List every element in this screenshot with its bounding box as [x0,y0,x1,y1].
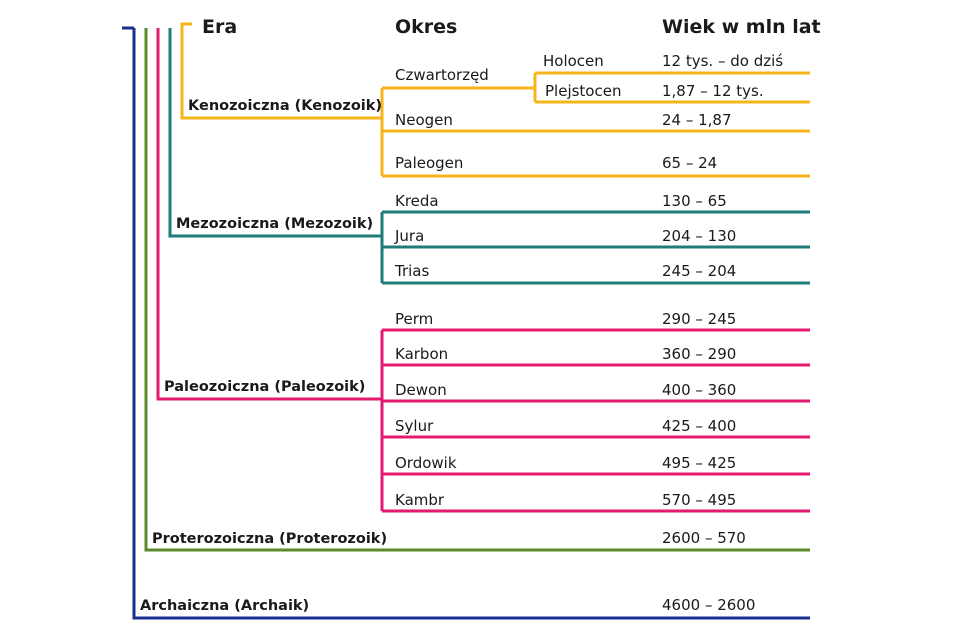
archaic-lines [122,26,810,620]
period-carboniferous: Karbon [395,345,448,363]
age-ordovician: 495 – 425 [662,454,736,472]
age-cambrian: 570 – 495 [662,491,736,509]
cenozoic-era-line [180,22,382,120]
period-jurassic: Jura [394,227,424,245]
mesozoic-era-line [168,28,382,238]
archaic-bracket-line [132,28,810,620]
age-archaic: 4600 – 2600 [662,596,755,614]
period-cretaceous: Kreda [395,192,439,210]
paleozoic-lines [156,28,810,513]
period-silurian: Sylur [395,417,434,435]
era-label-mesozoic: Mezozoiczna (Mezozoik) [176,216,373,232]
age-silurian: 425 – 400 [662,417,736,435]
age-proterozoic: 2600 – 570 [662,529,746,547]
header-period: Okres [395,16,457,38]
age-holocene: 12 tys. – do dziś [662,52,783,70]
period-cambrian: Kambr [395,491,445,509]
period-paleogene: Paleogen [395,154,463,172]
age-triassic: 245 – 204 [662,262,736,280]
era-label-cenozoic: Kenozoiczna (Kenozoik) [188,98,382,114]
age-jurassic: 204 – 130 [662,227,736,245]
era-label-archaic: Archaiczna (Archaik) [140,598,309,614]
cenozoic-lines [180,22,810,178]
age-permian: 290 – 245 [662,310,736,328]
epoch-holocene: Holocen [543,52,604,70]
era-label-proterozoic: Proterozoiczna (Proterozoik) [152,531,387,547]
age-cretaceous: 130 – 65 [662,192,727,210]
period-neogene: Neogen [395,111,453,129]
header-age: Wiek w mln lat [662,16,821,38]
era-label-paleozoic: Paleozoiczna (Paleozoik) [164,379,365,395]
proterozoic-lines [144,28,810,552]
age-neogene: 24 – 1,87 [662,111,732,129]
age-carboniferous: 360 – 290 [662,345,736,363]
age-pleistocene: 1,87 – 12 tys. [662,82,764,100]
age-paleogene: 65 – 24 [662,154,717,172]
period-permian: Perm [395,310,433,328]
proterozoic-bracket-line [144,28,810,552]
epoch-pleistocene: Plejstocen [545,82,621,100]
period-triassic: Trias [394,262,429,280]
period-ordovician: Ordowik [395,454,457,472]
paleozoic-era-line [156,28,382,401]
period-quaternary: Czwartorzęd [395,66,489,84]
mesozoic-lines [168,28,810,285]
age-devonian: 400 – 360 [662,381,736,399]
header-era: Era [202,16,237,38]
period-devonian: Dewon [395,381,447,399]
